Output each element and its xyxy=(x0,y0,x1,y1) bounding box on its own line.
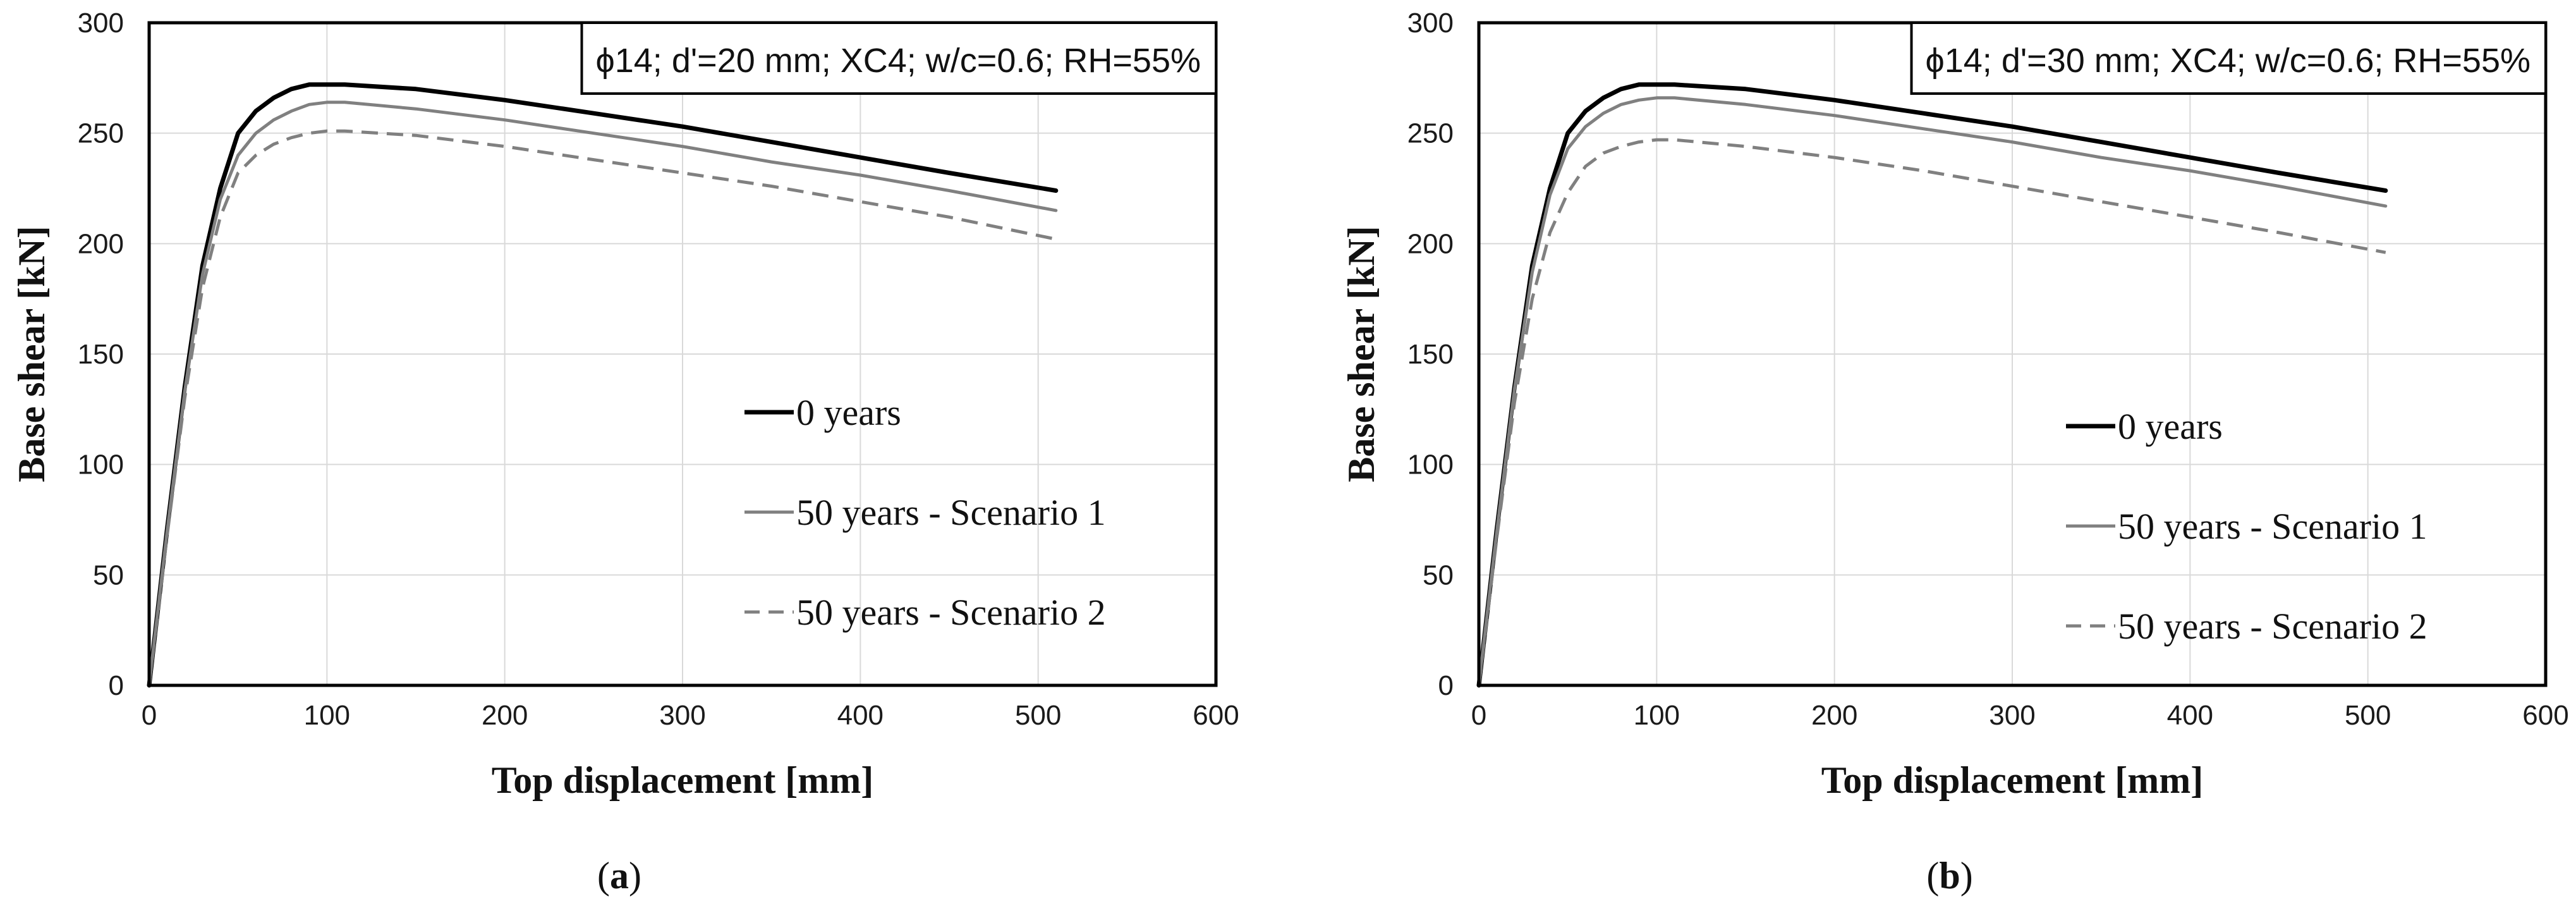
y-tick-label: 100 xyxy=(1407,450,1454,481)
x-axis-title: Top displacement [mm] xyxy=(492,759,873,801)
x-tick-label: 300 xyxy=(1989,700,2035,731)
x-tick-label: 0 xyxy=(1471,700,1486,731)
x-tick-label: 100 xyxy=(304,700,350,731)
y-tick-label: 150 xyxy=(78,339,124,370)
series-line-2 xyxy=(1477,96,2388,687)
annotation-frame xyxy=(1910,21,2547,95)
x-tick-label: 100 xyxy=(1634,700,1680,731)
x-tick-label: 600 xyxy=(1193,700,1239,731)
series-line-1 xyxy=(1476,82,2388,688)
y-tick-label: 0 xyxy=(109,670,124,701)
y-tick-label: 150 xyxy=(1407,339,1454,370)
y-tick-label: 250 xyxy=(78,118,124,149)
legend-label-2: 50 years - Scenario 1 xyxy=(796,492,1106,533)
y-tick-label: 0 xyxy=(1438,670,1454,701)
chart-panel-b: 0 100 200 300 400 500 600 0 50 100 150 200 250 300 Top… xyxy=(1340,8,2569,897)
x-tick-label: 200 xyxy=(482,700,528,731)
x-tick-label: 500 xyxy=(1015,700,1061,731)
x-tick-label: 300 xyxy=(659,700,705,731)
legend-label-1: 0 years xyxy=(2118,406,2223,447)
x-tick-label: 400 xyxy=(2167,700,2213,731)
y-tick-label: 50 xyxy=(93,560,124,591)
x-tick-label: 400 xyxy=(837,700,884,731)
annotation-text: ϕ14; d'=20 mm; XC4; w/c=0.6; RH=55% xyxy=(596,42,1201,80)
annotation-frame xyxy=(580,21,1217,95)
x-tick-label: 500 xyxy=(2345,700,2391,731)
y-axis-title: Base shear [kN] xyxy=(11,226,52,482)
legend-label-1: 0 years xyxy=(796,392,901,433)
caption-paren-close: ) xyxy=(1960,855,1973,897)
legend-label-3: 50 years - Scenario 2 xyxy=(2118,606,2427,647)
series-line-2 xyxy=(147,101,1058,687)
legend-label-3: 50 years - Scenario 2 xyxy=(796,592,1106,633)
y-tick-label: 300 xyxy=(78,8,124,39)
legend: 0 years 50 years - Scenario 1 50 years - S… xyxy=(744,392,1106,633)
y-tick-label: 100 xyxy=(78,450,124,481)
caption-letter: a xyxy=(610,855,629,897)
x-axis-title: Top displacement [mm] xyxy=(1821,759,2203,801)
caption-paren-close: ) xyxy=(629,855,641,897)
x-tick-label: 600 xyxy=(2522,700,2568,731)
y-tick-label: 200 xyxy=(78,228,124,259)
x-tick-label: 200 xyxy=(1811,700,1857,731)
series-line-1 xyxy=(147,82,1059,688)
y-tick-label: 300 xyxy=(1407,8,1454,39)
y-tick-label: 50 xyxy=(1423,560,1454,591)
y-tick-label: 200 xyxy=(1407,228,1454,259)
chart-panel-a: 0 100 200 300 400 500 600 0 50 100 150 200 250 300 Top… xyxy=(11,8,1239,897)
y-axis-title: Base shear [kN] xyxy=(1340,226,1382,482)
panel-caption: (a) xyxy=(597,855,641,897)
caption-paren-open: ( xyxy=(597,855,610,897)
annotation-text: ϕ14; d'=30 mm; XC4; w/c=0.6; RH=55% xyxy=(1926,42,2531,80)
caption-paren-open: ( xyxy=(1926,855,1939,897)
series-line-3 xyxy=(147,129,1057,686)
annotation-box: ϕ14; d'=30 mm; XC4; w/c=0.6; RH=55% xyxy=(1910,21,2547,95)
x-tick-label: 0 xyxy=(142,700,157,731)
legend-label-2: 50 years - Scenario 1 xyxy=(2118,506,2427,547)
caption-letter: b xyxy=(1939,855,1960,897)
panel-caption: (b) xyxy=(1926,855,1972,897)
annotation-box: ϕ14; d'=20 mm; XC4; w/c=0.6; RH=55% xyxy=(580,21,1217,95)
series-line-3 xyxy=(1477,138,2386,686)
y-tick-label: 250 xyxy=(1407,118,1454,149)
legend: 0 years 50 years - Scenario 1 50 years - S… xyxy=(2066,406,2427,647)
